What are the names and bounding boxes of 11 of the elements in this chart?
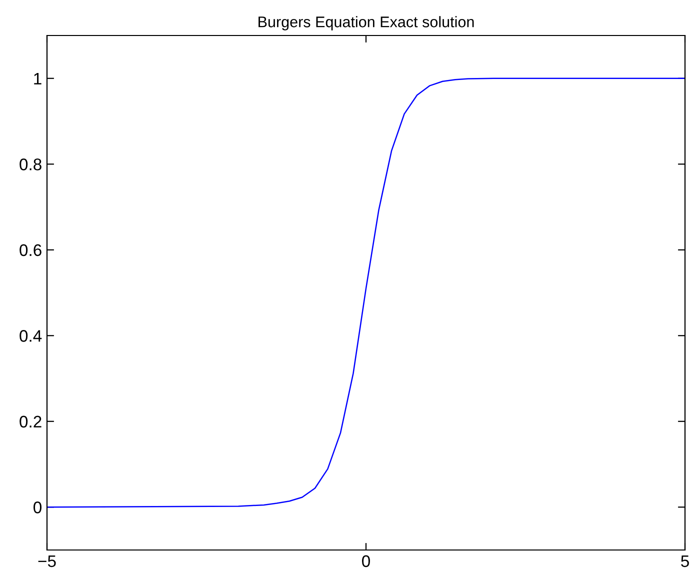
y-tick-label: 0.8 <box>20 158 42 170</box>
line-series <box>47 78 685 508</box>
x-tick-label: 5 <box>681 555 689 568</box>
y-tick-label: 0.4 <box>20 330 42 342</box>
x-tick-label: −5 <box>38 555 56 568</box>
y-tick-label: 0 <box>34 502 42 514</box>
y-tick-label: 1 <box>34 72 42 84</box>
y-tick-label: 0.2 <box>20 416 42 428</box>
x-tick-label: 0 <box>362 555 370 568</box>
y-tick-label: 0.6 <box>20 244 42 256</box>
chart-title: Burgers Equation Exact solution <box>258 16 474 30</box>
